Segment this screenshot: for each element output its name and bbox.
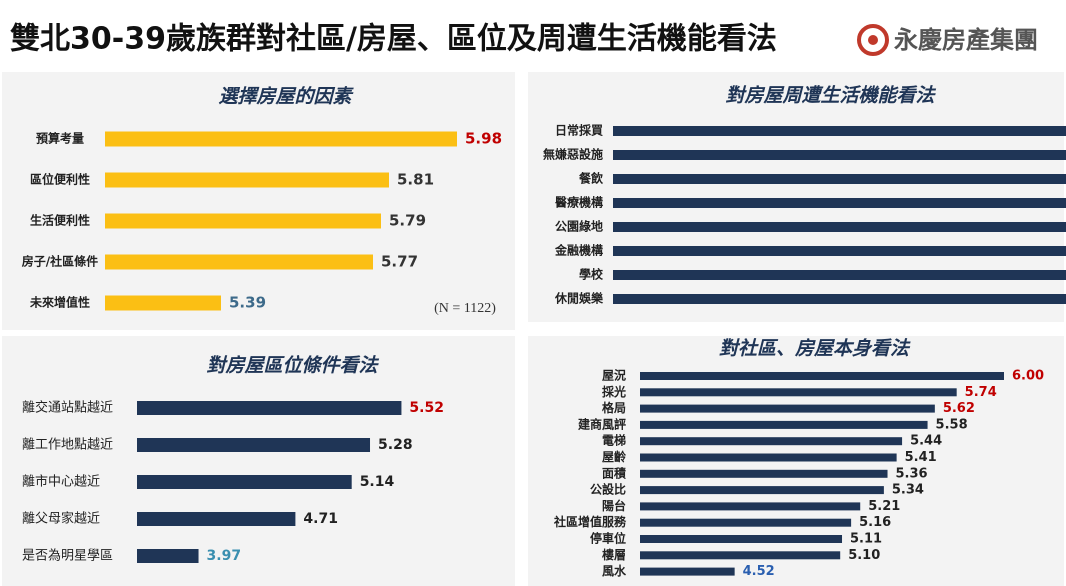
category-label: 停車位 <box>590 531 626 546</box>
panel <box>2 72 515 330</box>
bar <box>640 388 957 397</box>
bar <box>640 567 735 576</box>
page-title: 雙北30-39歲族群對社區/房屋、區位及周遭生活機能看法 <box>10 22 777 57</box>
bar <box>640 437 903 446</box>
bar <box>640 469 888 478</box>
bar <box>137 401 402 415</box>
bar <box>105 131 457 147</box>
category-label: 房子/社區條件 <box>22 254 98 269</box>
bar <box>640 551 841 560</box>
chart-title: 選擇房屋的因素 <box>218 86 354 108</box>
category-label: 預算考量 <box>36 131 84 146</box>
value-label: 5.52 <box>409 400 444 416</box>
bar <box>137 475 352 489</box>
category-label: 醫療機構 <box>555 195 603 210</box>
value-label: 5.41 <box>905 450 937 465</box>
category-label: 建商風評 <box>577 416 626 431</box>
category-label: 風水 <box>602 563 627 578</box>
value-label: 5.28 <box>378 437 413 453</box>
bar <box>137 549 199 563</box>
bar <box>640 535 843 543</box>
bar <box>105 213 381 229</box>
value-label: 6.00 <box>1012 369 1044 384</box>
value-label: 5.58 <box>936 417 968 432</box>
category-label: 生活便利性 <box>30 213 90 228</box>
category-label: 屋況 <box>602 368 626 383</box>
value-label: 5.21 <box>868 499 900 514</box>
value-label: 5.14 <box>360 474 395 490</box>
category-label: 採光 <box>602 384 626 399</box>
bar <box>640 486 884 495</box>
value-label: 5.77 <box>381 253 418 271</box>
category-label: 離市中心越近 <box>22 474 100 490</box>
category-label: 社區增值服務 <box>553 514 627 529</box>
category-label: 面積 <box>602 465 627 480</box>
note: (N = 1122) <box>434 301 496 316</box>
value-label: 5.34 <box>892 483 924 498</box>
chart-title: 對房屋區位條件看法 <box>206 355 379 377</box>
category-label: 餐飲 <box>579 171 604 186</box>
chart-title: 對房屋周遭生活機能看法 <box>725 85 936 107</box>
value-label: 5.36 <box>896 466 928 481</box>
logo-icon <box>857 24 889 56</box>
category-label: 樓層 <box>602 547 626 562</box>
chart-title: 對社區、房屋本身看法 <box>719 338 911 360</box>
value-label: 5.39 <box>229 294 266 312</box>
category-label: 離交通站點越近 <box>22 400 113 416</box>
bar <box>137 438 371 452</box>
category-label: 公園綠地 <box>555 219 603 234</box>
logo-icon-dot <box>868 35 878 45</box>
category-label: 區位便利性 <box>30 172 90 187</box>
bar <box>613 150 1066 160</box>
bar <box>640 372 1004 380</box>
category-label: 離工作地點越近 <box>22 438 113 453</box>
value-label: 5.16 <box>859 515 891 530</box>
category-label: 陽台 <box>602 498 626 513</box>
value-label: 5.44 <box>910 434 942 449</box>
bar <box>640 453 897 462</box>
bar <box>640 404 935 413</box>
category-label: 離父母家越近 <box>22 511 100 527</box>
value-label: 4.52 <box>743 564 775 579</box>
brand: 永慶房產集團 <box>894 26 1038 54</box>
value-label: 5.10 <box>848 548 880 563</box>
bar <box>613 270 1066 280</box>
value-label: 5.11 <box>850 532 882 547</box>
category-label: 休閒娛樂 <box>554 291 604 306</box>
category-label: 電梯 <box>602 433 626 448</box>
bar <box>640 420 928 429</box>
value-label: 5.79 <box>389 212 426 230</box>
bar <box>105 172 389 188</box>
bar <box>105 254 373 270</box>
value-label: 5.81 <box>397 171 434 189</box>
value-label: 4.71 <box>303 511 338 527</box>
bar <box>640 502 861 511</box>
value-label: 5.98 <box>465 130 502 148</box>
category-label: 學校 <box>579 267 604 282</box>
value-label: 5.62 <box>943 401 975 416</box>
bar <box>137 512 296 526</box>
bar <box>640 518 852 527</box>
category-label: 日常採買 <box>555 123 603 138</box>
category-label: 公設比 <box>590 482 626 497</box>
bar <box>613 174 1066 184</box>
bar <box>613 126 1066 136</box>
bar <box>613 198 1066 208</box>
category-label: 無嫌惡設施 <box>543 147 603 162</box>
value-label: 3.97 <box>207 548 242 564</box>
panel <box>2 336 515 586</box>
category-label: 格局 <box>602 400 626 415</box>
logo: 永慶房產集團 <box>857 24 1038 56</box>
category-label: 金融機構 <box>554 243 603 258</box>
category-label: 未來增值性 <box>29 295 90 310</box>
bar <box>105 295 221 311</box>
category-label: 是否為明星學區 <box>22 548 113 564</box>
bar <box>613 222 1066 232</box>
panel <box>528 72 1064 322</box>
value-label: 5.74 <box>965 385 997 400</box>
bar <box>613 294 1066 304</box>
bar <box>613 246 1066 256</box>
category-label: 屋齡 <box>602 449 626 464</box>
